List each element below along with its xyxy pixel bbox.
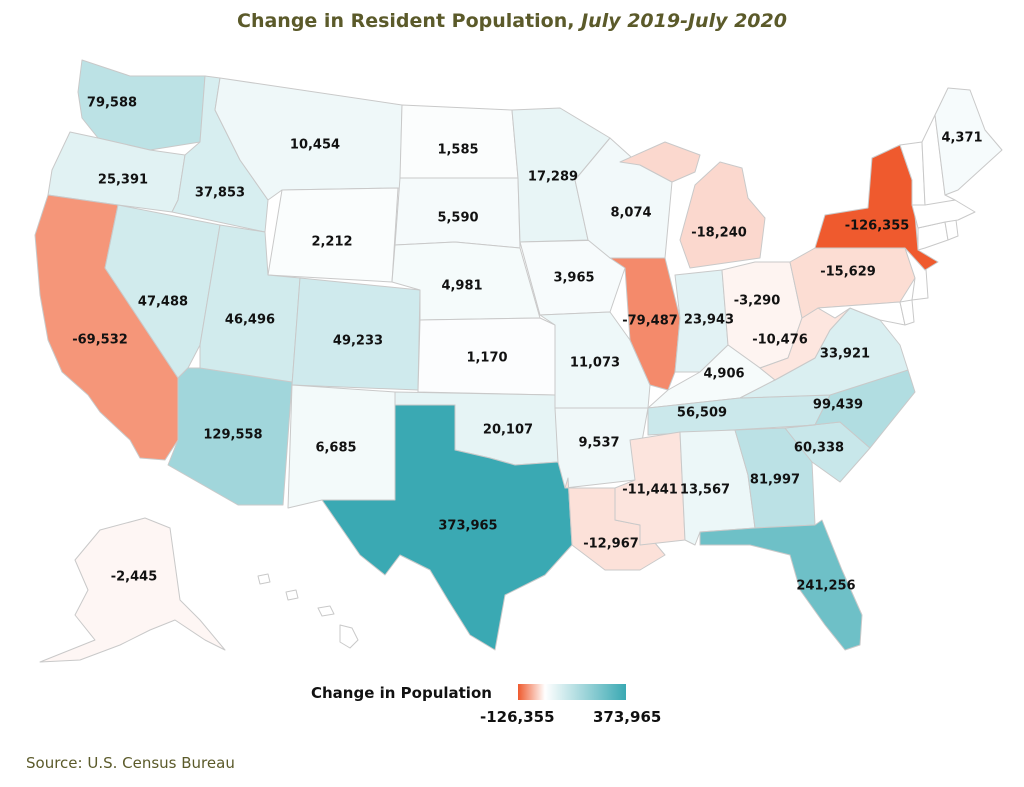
state-nh[interactable]	[921, 114, 956, 206]
label-wi: 8,074	[610, 206, 651, 221]
state-mo[interactable]	[539, 311, 651, 409]
label-ne: 4,981	[441, 279, 482, 294]
label-la: -12,967	[583, 537, 639, 552]
state-mi-lower[interactable]	[679, 161, 766, 269]
state-hi-maui[interactable]	[317, 605, 335, 617]
legend-title: Change in Population	[311, 684, 492, 702]
label-ca: -69,532	[72, 333, 128, 348]
label-wv: -10,476	[752, 333, 808, 348]
legend-min-value: -126,355	[480, 708, 555, 726]
label-ok: 20,107	[483, 423, 533, 438]
label-or: 25,391	[98, 173, 148, 188]
legend-max-value: 373,965	[593, 708, 662, 726]
label-co: 49,233	[333, 334, 383, 349]
label-ia: 3,965	[553, 271, 594, 286]
legend-color-scale	[518, 684, 626, 700]
label-tn: 56,509	[677, 406, 727, 421]
state-ar[interactable]	[554, 407, 649, 489]
label-ny: -126,355	[845, 219, 910, 234]
state-nd[interactable]	[399, 104, 519, 179]
source-note: Source: U.S. Census Bureau	[26, 754, 235, 772]
label-ut: 46,496	[225, 313, 275, 328]
label-mt: 10,454	[290, 138, 340, 153]
label-nm: 6,685	[315, 441, 356, 456]
state-hi-kauai[interactable]	[257, 573, 271, 585]
label-me: 4,371	[941, 131, 982, 146]
label-al: 13,567	[680, 483, 730, 498]
label-nv: 47,488	[138, 295, 188, 310]
label-mi: -18,240	[691, 226, 747, 241]
label-mo: 11,073	[570, 356, 620, 371]
map-title: Change in Resident Population, July 2019…	[0, 10, 1024, 32]
label-fl: 241,256	[796, 579, 855, 594]
label-ms: -11,441	[622, 483, 678, 498]
map-title-main: Change in Resident Population,	[237, 10, 582, 32]
state-ak[interactable]	[39, 517, 226, 663]
map-title-sub: July 2019-July 2020	[581, 10, 787, 32]
label-il: -79,487	[622, 314, 678, 329]
label-ky: 4,906	[703, 367, 744, 382]
state-me[interactable]	[934, 87, 1003, 196]
state-mi[interactable]	[619, 141, 701, 183]
label-wy: 2,212	[311, 235, 352, 250]
state-hi-oahu[interactable]	[285, 589, 299, 601]
state-az[interactable]	[167, 367, 293, 506]
label-id: 37,853	[195, 186, 245, 201]
label-ks: 1,170	[466, 351, 507, 366]
label-tx: 373,965	[438, 519, 497, 534]
label-oh: -3,290	[734, 294, 781, 309]
label-ak: -2,445	[111, 570, 158, 585]
label-va: 33,921	[820, 347, 870, 362]
state-fl[interactable]	[699, 519, 863, 651]
state-de[interactable]	[899, 299, 915, 326]
state-vt[interactable]	[899, 141, 926, 206]
label-ga: 81,997	[750, 473, 800, 488]
label-nc: 99,439	[813, 398, 863, 413]
state-wi[interactable]	[574, 137, 673, 259]
state-tx[interactable]	[321, 404, 573, 651]
label-in: 23,943	[684, 313, 734, 328]
state-hi-big[interactable]	[339, 624, 359, 649]
label-sd: 5,590	[437, 211, 478, 226]
label-mn: 17,289	[528, 170, 578, 185]
label-az: 129,558	[203, 428, 262, 443]
label-sc: 60,338	[794, 441, 844, 456]
label-wa: 79,588	[87, 96, 137, 111]
label-ar: 9,537	[578, 436, 619, 451]
label-nd: 1,585	[437, 143, 478, 158]
label-pa: -15,629	[820, 265, 876, 280]
